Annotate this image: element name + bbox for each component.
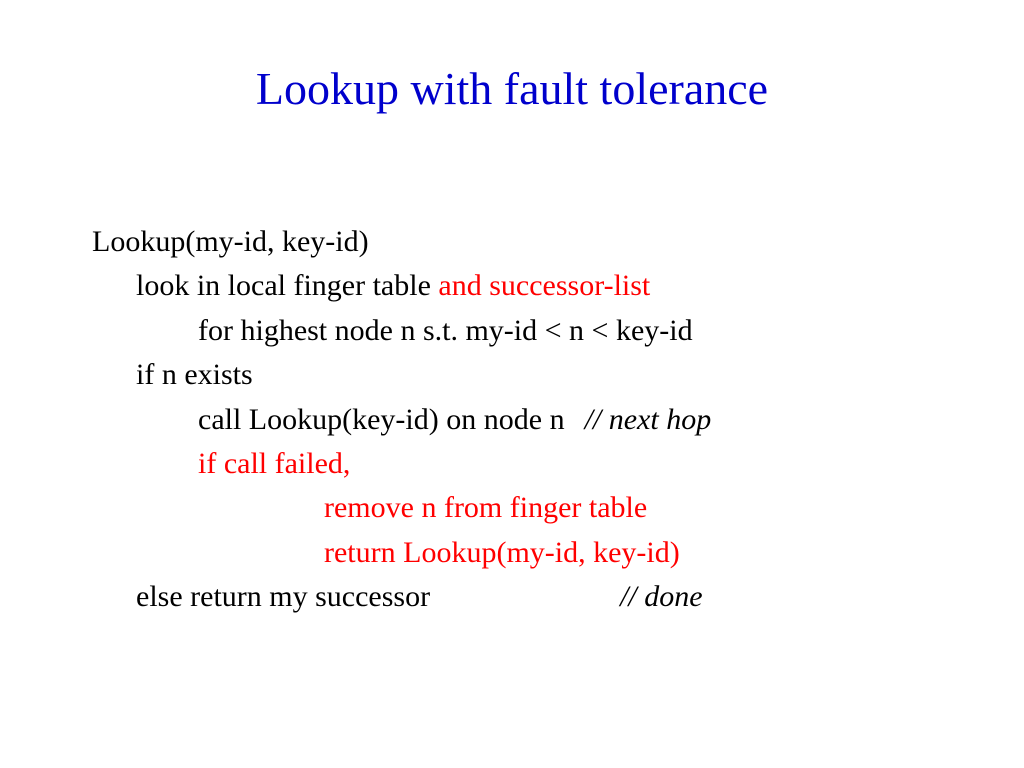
code-text: else return my successor: [136, 580, 430, 613]
code-comment: // next hop: [585, 403, 712, 436]
code-text: call Lookup(key-id) on node n: [198, 403, 565, 436]
code-highlight: and successor-list: [438, 269, 650, 302]
code-line-9: else return my successor // done: [92, 575, 711, 619]
code-line-4: if n exists: [92, 353, 711, 397]
code-line-3: for highest node n s.t. my-id < n < key-…: [92, 309, 711, 353]
code-line-6: if call failed,: [92, 442, 711, 486]
slide-body: Lookup(my-id, key-id) look in local fing…: [92, 220, 711, 620]
code-line-1: Lookup(my-id, key-id): [92, 220, 711, 264]
slide: Lookup with fault tolerance Lookup(my-id…: [0, 0, 1024, 768]
code-line-8: return Lookup(my-id, key-id): [92, 531, 711, 575]
code-line-5: call Lookup(key-id) on node n // next hop: [92, 398, 711, 442]
code-line-2: look in local finger table and successor…: [92, 264, 711, 308]
code-comment: // done: [620, 580, 703, 613]
code-line-7: remove n from finger table: [92, 486, 711, 530]
code-text: look in local finger table: [136, 269, 438, 302]
slide-title: Lookup with fault tolerance: [0, 0, 1024, 115]
